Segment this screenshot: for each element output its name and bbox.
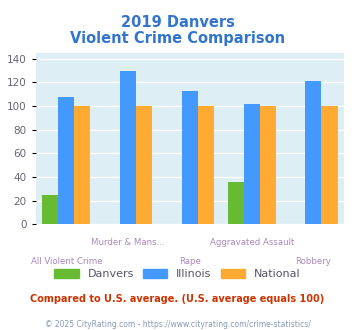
Bar bbox=[120, 71, 136, 224]
Bar bbox=[260, 106, 276, 224]
Text: Compared to U.S. average. (U.S. average equals 100): Compared to U.S. average. (U.S. average … bbox=[31, 294, 324, 304]
Text: Aggravated Assault: Aggravated Assault bbox=[209, 238, 294, 247]
Bar bbox=[305, 81, 322, 224]
Text: Murder & Mans...: Murder & Mans... bbox=[91, 238, 165, 247]
Bar bbox=[322, 106, 338, 224]
Legend: Danvers, Illinois, National: Danvers, Illinois, National bbox=[49, 263, 306, 285]
Text: © 2025 CityRating.com - https://www.cityrating.com/crime-statistics/: © 2025 CityRating.com - https://www.city… bbox=[45, 319, 310, 329]
Bar bbox=[244, 104, 260, 224]
Bar bbox=[198, 106, 214, 224]
Text: Rape: Rape bbox=[179, 257, 201, 266]
Bar bbox=[182, 91, 198, 224]
Bar bbox=[136, 106, 152, 224]
Text: All Violent Crime: All Violent Crime bbox=[31, 257, 102, 266]
Text: Violent Crime Comparison: Violent Crime Comparison bbox=[70, 31, 285, 46]
Bar bbox=[58, 97, 75, 224]
Bar bbox=[42, 195, 58, 224]
Bar bbox=[228, 182, 244, 224]
Text: Robbery: Robbery bbox=[295, 257, 332, 266]
Bar bbox=[75, 106, 91, 224]
Text: 2019 Danvers: 2019 Danvers bbox=[121, 15, 234, 30]
